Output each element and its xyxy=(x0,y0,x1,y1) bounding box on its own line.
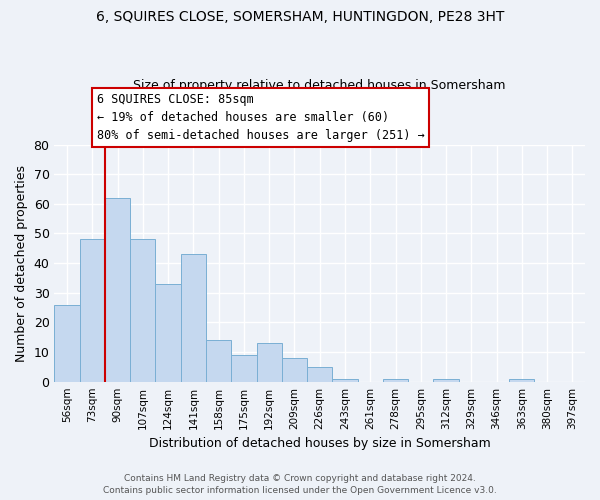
Bar xyxy=(433,378,458,382)
Bar xyxy=(231,355,257,382)
Bar xyxy=(181,254,206,382)
Bar xyxy=(282,358,307,382)
Bar xyxy=(55,304,80,382)
Bar xyxy=(105,198,130,382)
X-axis label: Distribution of detached houses by size in Somersham: Distribution of detached houses by size … xyxy=(149,437,491,450)
Bar xyxy=(130,240,155,382)
Bar xyxy=(307,367,332,382)
Bar xyxy=(383,378,408,382)
Y-axis label: Number of detached properties: Number of detached properties xyxy=(15,164,28,362)
Text: Contains HM Land Registry data © Crown copyright and database right 2024.
Contai: Contains HM Land Registry data © Crown c… xyxy=(103,474,497,495)
Bar xyxy=(332,378,358,382)
Bar xyxy=(206,340,231,382)
Bar xyxy=(257,343,282,382)
Bar xyxy=(509,378,535,382)
Bar xyxy=(80,240,105,382)
Text: 6 SQUIRES CLOSE: 85sqm
← 19% of detached houses are smaller (60)
80% of semi-det: 6 SQUIRES CLOSE: 85sqm ← 19% of detached… xyxy=(97,93,425,142)
Bar xyxy=(155,284,181,382)
Title: Size of property relative to detached houses in Somersham: Size of property relative to detached ho… xyxy=(133,79,506,92)
Text: 6, SQUIRES CLOSE, SOMERSHAM, HUNTINGDON, PE28 3HT: 6, SQUIRES CLOSE, SOMERSHAM, HUNTINGDON,… xyxy=(96,10,504,24)
